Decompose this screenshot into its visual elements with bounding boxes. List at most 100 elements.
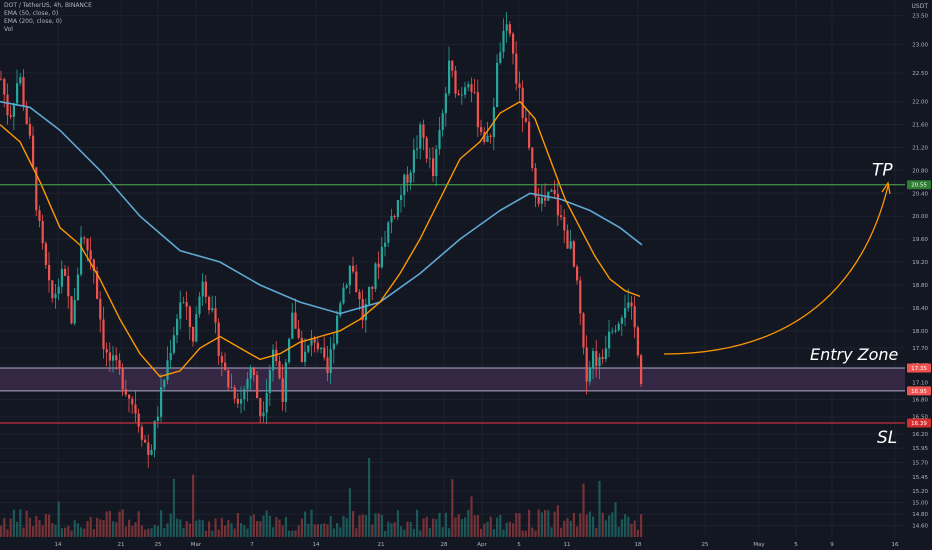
- entry-top-price-tag-bg: [907, 363, 931, 373]
- volume-bar: [320, 524, 323, 537]
- price-tick-label: 15.95: [912, 446, 928, 452]
- candle-body: [534, 167, 537, 198]
- volume-bar: [598, 480, 601, 537]
- symbol-title[interactable]: DOT / TetherUS, 4h, BINANCE: [4, 2, 92, 9]
- volume-bar: [25, 510, 28, 537]
- volume-bar: [518, 513, 521, 537]
- candle-body: [396, 200, 399, 218]
- volume-bar: [76, 523, 79, 537]
- entry-zone: [0, 367, 905, 392]
- volume-bar: [272, 527, 275, 537]
- volume-bar: [22, 527, 25, 537]
- candle-body: [448, 60, 451, 94]
- volume-bar: [326, 524, 329, 537]
- ema200-label[interactable]: EMA (200, close, 0): [4, 18, 63, 25]
- time-tick-label: 18: [635, 542, 642, 548]
- candle-body: [0, 78, 3, 80]
- candle-body: [307, 345, 310, 352]
- volume-bar: [224, 525, 227, 537]
- candle-body: [572, 241, 575, 267]
- candle-body: [569, 241, 572, 249]
- volume-bar: [633, 520, 636, 537]
- volume-bar: [278, 519, 281, 537]
- volume-bar: [86, 521, 89, 537]
- candle-body: [278, 361, 281, 379]
- candle-body: [444, 93, 447, 114]
- candle-body: [268, 370, 271, 393]
- candle-body: [246, 378, 249, 390]
- candle-body: [409, 172, 412, 183]
- candle-body: [332, 343, 335, 350]
- candle-body: [233, 387, 236, 399]
- candle-body: [124, 389, 127, 395]
- volume-bar: [246, 528, 249, 537]
- candle-body: [566, 230, 569, 249]
- candle-body: [393, 216, 396, 218]
- volume-bar: [41, 525, 44, 537]
- volume-bar: [284, 517, 287, 537]
- candle-body: [38, 210, 41, 222]
- candle-body: [528, 121, 531, 148]
- volume-bar: [108, 510, 111, 537]
- ema-lines: [0, 100, 643, 378]
- candle-body: [348, 265, 351, 286]
- candle-body: [67, 275, 70, 297]
- vol-label[interactable]: Vol: [4, 26, 13, 33]
- volume-bar: [313, 524, 316, 537]
- candle-body: [412, 149, 415, 173]
- price-tick-label: 19.60: [912, 237, 928, 243]
- price-tick-label: 20.40: [912, 191, 928, 197]
- volume-bar: [550, 527, 553, 537]
- candle-body: [576, 266, 579, 281]
- volume-bar: [563, 520, 566, 537]
- volume-bar: [3, 518, 6, 537]
- time-axis[interactable]: 14 21 25 Mar 7 14 21 28 Apr 5 11 18 25 May 5 9 16: [0, 537, 932, 550]
- volume-bar: [403, 529, 406, 537]
- volume-bar: [332, 528, 335, 537]
- candle-body: [105, 349, 108, 353]
- volume-bar: [70, 530, 73, 537]
- volume-bar: [483, 523, 486, 537]
- volume-bar: [608, 515, 611, 537]
- volume-bar: [460, 519, 463, 537]
- candle-body: [259, 398, 262, 417]
- candle-body: [480, 127, 483, 133]
- candle-body: [195, 314, 198, 342]
- volume-bar: [422, 518, 425, 537]
- volume-bar: [172, 478, 175, 537]
- entry-zone-rect: [0, 368, 905, 391]
- candle-body: [243, 389, 246, 400]
- candle-body: [592, 351, 595, 369]
- candle-body: [169, 352, 172, 361]
- ema50-label[interactable]: EMA (50, close, 0): [4, 10, 59, 17]
- volume-bar: [566, 518, 569, 537]
- volume-bar: [377, 513, 380, 537]
- candle-body: [131, 398, 134, 405]
- candle-body: [99, 298, 102, 320]
- price-axis[interactable]: 23.50 23.00 22.50 22.00 21.60 21.20 20.80 20.40…: [905, 0, 932, 550]
- time-tick-label: May: [753, 542, 765, 548]
- target-arrow: [663, 185, 889, 355]
- candle-body: [9, 115, 12, 117]
- volume-bar: [144, 529, 147, 537]
- price-tick-label: 16.80: [912, 398, 928, 404]
- volume-bar: [620, 519, 623, 537]
- volume-bar: [268, 515, 271, 537]
- price-tick-label: 15.00: [912, 501, 928, 507]
- candle-body: [489, 135, 492, 137]
- volume-bar: [467, 509, 470, 537]
- price-tick-label: 17.10: [912, 380, 928, 386]
- sl-label: SL: [877, 428, 897, 448]
- volume-bar: [384, 530, 387, 537]
- volume-bar: [505, 522, 508, 537]
- volume-bar: [291, 530, 294, 537]
- candle-body: [96, 270, 99, 299]
- volume-bar: [112, 521, 115, 537]
- volume-bar: [188, 523, 191, 537]
- candle-body: [464, 87, 467, 95]
- candle-body: [608, 331, 611, 349]
- volume-bar: [470, 496, 473, 537]
- volume-bar: [524, 530, 527, 537]
- candle-body: [115, 355, 118, 361]
